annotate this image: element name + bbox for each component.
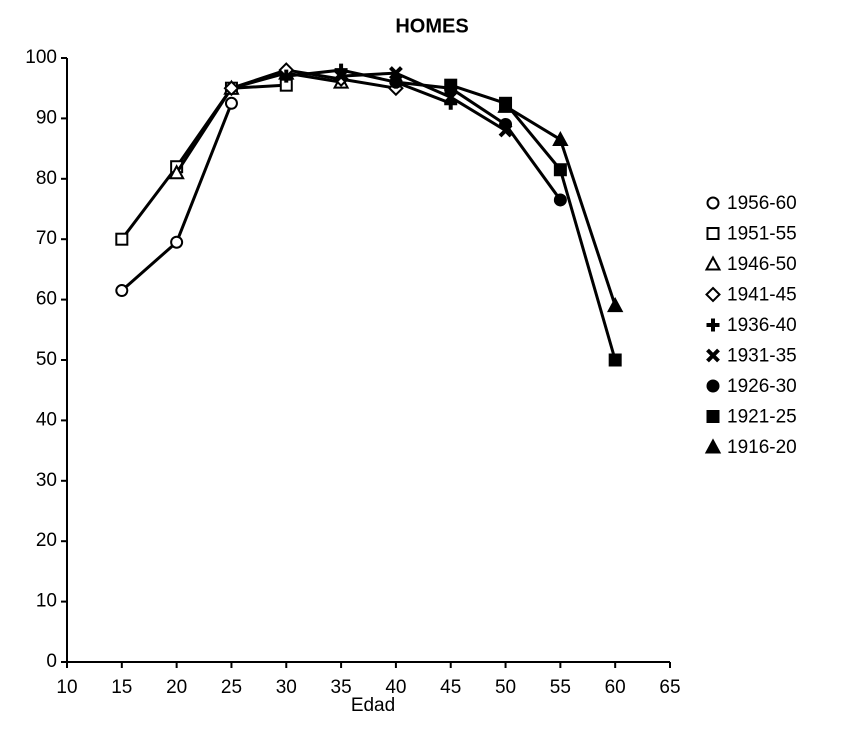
x-axis-label: Edad: [351, 695, 395, 716]
x-tick-label: 55: [550, 677, 571, 698]
legend-label: 1931-35: [727, 346, 797, 367]
marker: [553, 193, 567, 207]
marker: [553, 163, 567, 177]
legend-label: 1941-45: [727, 285, 797, 306]
x-tick-label: 30: [276, 677, 297, 698]
marker: [497, 97, 514, 113]
legend-marker: [704, 255, 722, 271]
y-tick-label: 0: [46, 651, 57, 672]
marker: [607, 297, 624, 313]
marker: [499, 117, 513, 131]
y-tick-label: 50: [36, 349, 57, 370]
marker: [608, 353, 622, 367]
marker: [224, 96, 238, 110]
x-tick-label: 50: [495, 677, 516, 698]
marker: [334, 69, 349, 84]
marker: [552, 130, 569, 147]
y-tick-label: 80: [36, 168, 57, 189]
series-line: [286, 68, 452, 105]
marker: [279, 69, 293, 83]
marker: [170, 235, 184, 249]
marker: [389, 75, 403, 89]
legend-label: 1956-60: [727, 193, 797, 214]
chart-title: HOMES: [395, 15, 468, 37]
legend-label: 1916-20: [727, 437, 797, 458]
series-line: [120, 83, 287, 241]
y-tick-label: 60: [36, 289, 57, 310]
y-tick-label: 40: [36, 409, 57, 430]
legend-marker: [705, 286, 721, 303]
x-tick-label: 35: [331, 677, 352, 698]
y-tick-label: 30: [36, 470, 57, 491]
marker: [115, 284, 129, 298]
legend-marker: [706, 379, 720, 393]
x-tick-label: 40: [385, 677, 406, 698]
series-line: [120, 102, 233, 292]
series-line: [450, 83, 617, 361]
series-line: [230, 68, 397, 90]
marker: [168, 164, 185, 180]
legend-label: 1926-30: [727, 376, 797, 397]
marker: [115, 232, 129, 246]
legend-marker: [704, 438, 722, 454]
legend-marker: [706, 227, 720, 240]
x-tick-label: 45: [440, 677, 461, 698]
legend-label: 1951-55: [727, 224, 797, 245]
marker: [223, 80, 240, 97]
series-line: [395, 80, 562, 201]
legend-label: 1936-40: [727, 315, 797, 336]
marker: [388, 66, 403, 81]
legend-label: 1946-50: [727, 254, 797, 275]
x-tick-label: 15: [111, 677, 132, 698]
x-tick-label: 10: [56, 677, 77, 698]
y-tick-label: 100: [25, 47, 57, 68]
y-tick-label: 90: [36, 107, 57, 128]
x-tick-label: 60: [605, 677, 626, 698]
y-tick-label: 70: [36, 228, 57, 249]
y-tick-label: 20: [36, 530, 57, 551]
x-tick-label: 20: [166, 677, 187, 698]
y-tick-label: 10: [36, 591, 57, 612]
legend-marker: [706, 196, 720, 210]
x-tick-label: 65: [659, 677, 680, 698]
x-tick-label: 25: [221, 677, 242, 698]
legend-label: 1921-25: [727, 407, 797, 428]
marker: [444, 78, 458, 92]
legend-marker: [706, 318, 720, 332]
legend-marker: [706, 410, 720, 423]
marker: [443, 90, 458, 105]
legend-marker: [706, 348, 720, 363]
